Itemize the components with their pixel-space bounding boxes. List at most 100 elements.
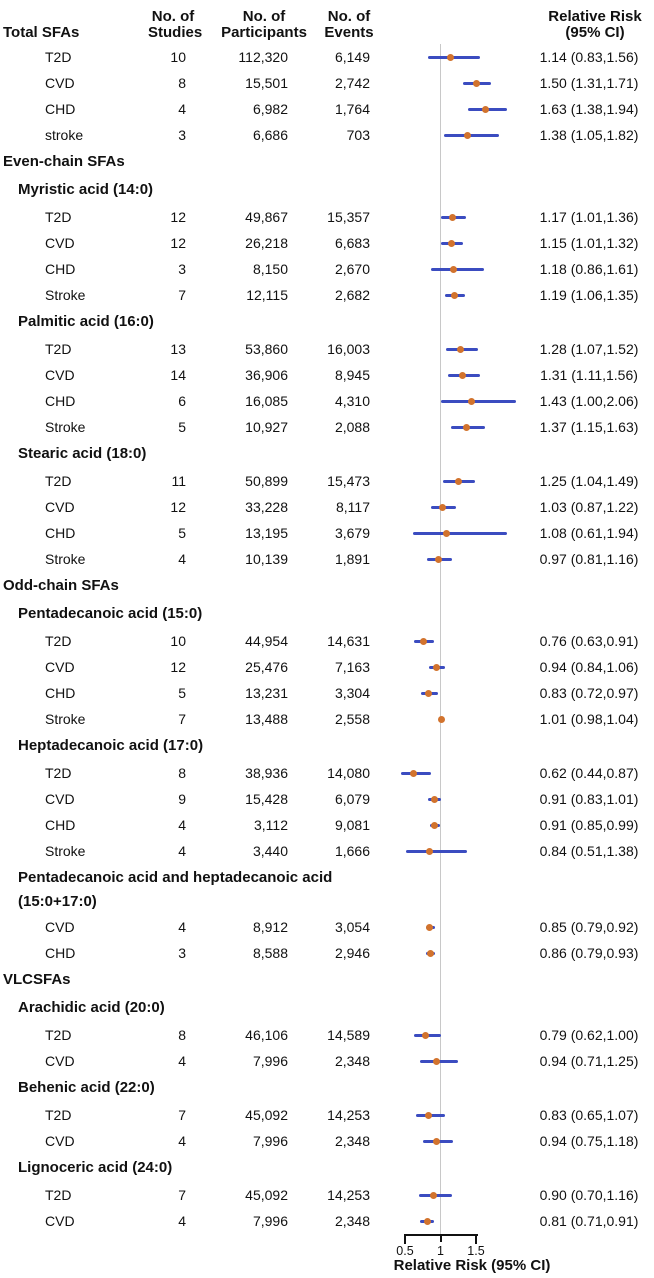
ci-plot-cell — [372, 706, 524, 732]
section-header: Palmitic acid (16:0) — [18, 313, 154, 330]
participants-count: 45,092 — [245, 1187, 288, 1203]
outcome-label: CVD — [45, 791, 75, 807]
reference-line — [439, 44, 441, 1236]
events-count: 14,589 — [327, 1027, 370, 1043]
participants-count: 15,428 — [245, 791, 288, 807]
events-count: 2,946 — [334, 945, 370, 961]
participants-count: 44,954 — [245, 633, 288, 649]
table-row: CHD 5 13,195 3,679 1.08 (0.61,1.94) — [0, 520, 654, 546]
ci-plot-cell — [372, 336, 524, 362]
outcome-label: CVD — [45, 1133, 75, 1149]
col-header-line: Relative Risk — [548, 8, 642, 25]
relative-risk-value: 1.37 (1.15,1.63) — [539, 419, 639, 435]
participants-count: 36,906 — [245, 367, 288, 383]
outcome-label: CVD — [45, 499, 75, 515]
section-header: Even-chain SFAs — [3, 153, 125, 170]
relative-risk-value: 0.79 (0.62,1.00) — [539, 1027, 639, 1043]
relative-risk-value: 1.19 (1.06,1.35) — [539, 287, 639, 303]
outcome-label: CVD — [45, 75, 75, 91]
ci-plot-cell — [372, 520, 524, 546]
studies-count: 7 — [178, 1187, 186, 1203]
table-row: T2D 10 112,320 6,149 1.14 (0.83,1.56) — [0, 44, 654, 70]
point-estimate-dot — [430, 821, 438, 829]
participants-count: 3,440 — [252, 843, 288, 859]
events-count: 2,558 — [334, 711, 370, 727]
point-estimate-dot — [437, 715, 445, 723]
point-estimate-dot — [424, 689, 432, 697]
outcome-label: T2D — [45, 1027, 72, 1043]
confidence-interval-line — [430, 267, 484, 271]
ci-plot-cell — [372, 414, 524, 440]
point-estimate-dot — [426, 923, 434, 931]
col-header-events: No. of Events — [308, 9, 390, 41]
studies-count: 11 — [171, 473, 186, 489]
participants-count: 8,588 — [252, 945, 288, 961]
events-count: 4,310 — [334, 393, 370, 409]
studies-count: 12 — [170, 235, 186, 251]
ci-plot-cell — [372, 940, 524, 966]
outcome-label: CVD — [45, 367, 75, 383]
relative-risk-value: 1.15 (1.01,1.32) — [539, 235, 639, 251]
ci-plot-cell — [372, 204, 524, 230]
events-count: 8,945 — [334, 367, 370, 383]
col-header-line: No. of — [242, 8, 286, 25]
confidence-interval-line — [405, 849, 468, 853]
axis-tick-label: 0.5 — [396, 1244, 414, 1258]
table-header: Total SFAs No. of Studies No. of Partici… — [0, 0, 654, 44]
ci-plot-cell — [372, 654, 524, 680]
participants-count: 49,867 — [245, 209, 288, 225]
point-estimate-dot — [410, 769, 417, 777]
table-row: T2D 7 45,092 14,253 0.83 (0.65,1.07) — [0, 1102, 654, 1128]
events-count: 1,764 — [334, 101, 370, 117]
table-row: Stroke 7 12,115 2,682 1.19 (1.06,1.35) — [0, 282, 654, 308]
relative-risk-value: 0.94 (0.75,1.18) — [539, 1133, 639, 1149]
relative-risk-value: 0.86 (0.79,0.93) — [539, 945, 639, 961]
ci-plot-cell — [372, 388, 524, 414]
section-header: Lignoceric acid (24:0) — [18, 1159, 173, 1176]
events-count: 14,253 — [327, 1107, 370, 1123]
relative-risk-value: 1.50 (1.31,1.71) — [539, 75, 639, 91]
ci-plot-cell — [372, 1102, 524, 1128]
relative-risk-value: 1.43 (1.00,2.06) — [539, 393, 639, 409]
table-row: T2D 10 44,954 14,631 0.76 (0.63,0.91) — [0, 628, 654, 654]
studies-count: 10 — [170, 633, 186, 649]
table-row: Stroke 7 13,488 2,558 1.01 (0.98,1.04) — [0, 706, 654, 732]
relative-risk-value: 0.83 (0.65,1.07) — [539, 1107, 639, 1123]
outcome-label: T2D — [45, 765, 72, 781]
outcome-label: Stroke — [45, 711, 86, 727]
col-header-line: No. of — [327, 8, 371, 25]
outcome-label: CHD — [45, 393, 76, 409]
studies-count: 3 — [178, 261, 186, 277]
outcome-label: CVD — [45, 1213, 75, 1229]
outcome-label: CVD — [45, 919, 75, 935]
point-estimate-dot — [454, 477, 462, 485]
point-estimate-dot — [447, 239, 455, 247]
point-estimate-dot — [450, 291, 458, 299]
section-header: Pentadecanoic acid and heptadecanoic aci… — [18, 869, 333, 910]
point-estimate-dot — [464, 131, 471, 139]
table-row: T2D 12 49,867 15,357 1.17 (1.01,1.36) — [0, 204, 654, 230]
events-count: 3,304 — [334, 685, 370, 701]
events-count: 1,891 — [334, 551, 370, 567]
ci-plot-cell — [372, 680, 524, 706]
table-row: CVD 4 8,912 3,054 0.85 (0.79,0.92) — [0, 914, 654, 940]
participants-count: 10,927 — [245, 419, 288, 435]
col-header-line: Participants — [221, 24, 307, 41]
participants-count: 10,139 — [245, 551, 288, 567]
outcome-label: CVD — [45, 1053, 75, 1069]
relative-risk-value: 1.18 (0.86,1.61) — [539, 261, 639, 277]
table-row: CVD 14 36,906 8,945 1.31 (1.11,1.56) — [0, 362, 654, 388]
outcome-label: Stroke — [45, 551, 86, 567]
table-row: CVD 12 33,228 8,117 1.03 (0.87,1.22) — [0, 494, 654, 520]
x-axis: Relative Risk (95% CI) 0.5 1 1.5 — [0, 1234, 654, 1278]
studies-count: 7 — [178, 287, 186, 303]
studies-count: 4 — [178, 101, 186, 117]
table-row: CHD 3 8,150 2,670 1.18 (0.86,1.61) — [0, 256, 654, 282]
studies-count: 5 — [178, 525, 186, 541]
col-header-studies: No. of Studies — [148, 9, 202, 41]
participants-count: 33,228 — [245, 499, 288, 515]
relative-risk-value: 0.85 (0.79,0.92) — [539, 919, 639, 935]
relative-risk-value: 1.08 (0.61,1.94) — [539, 525, 639, 541]
relative-risk-value: 0.84 (0.51,1.38) — [539, 843, 639, 859]
events-count: 7,163 — [334, 659, 370, 675]
